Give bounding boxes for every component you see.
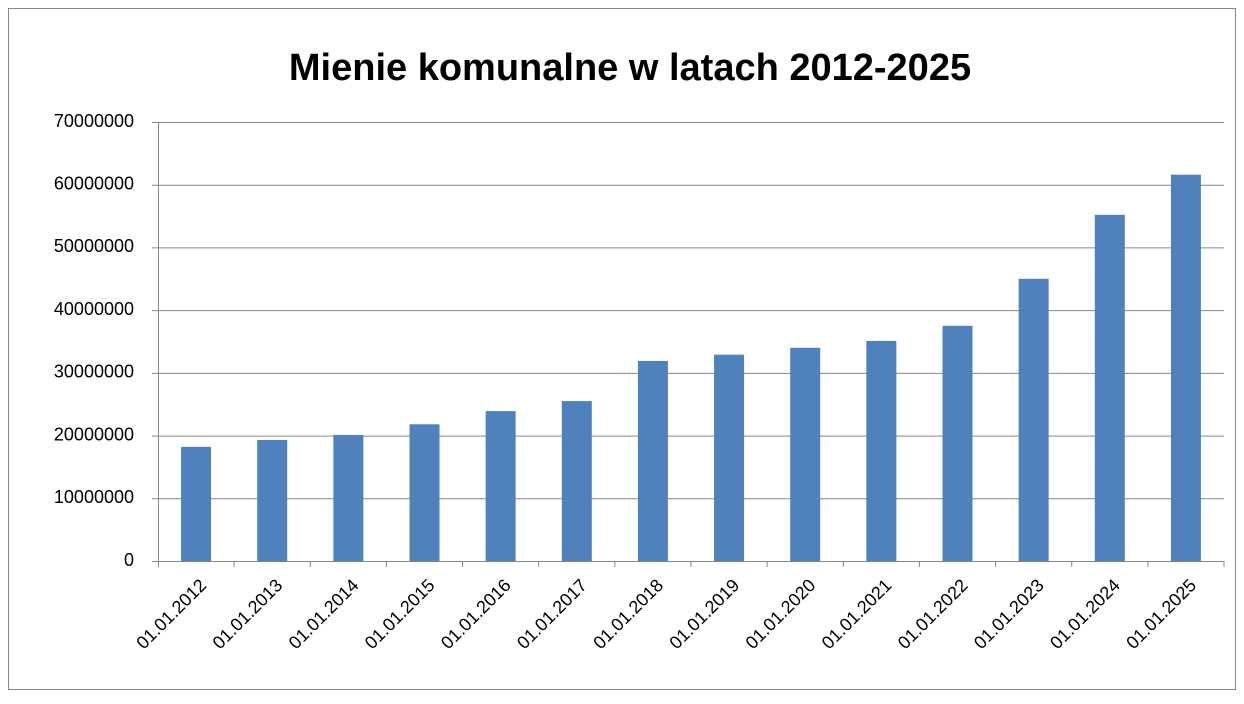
bar xyxy=(790,347,821,561)
bar xyxy=(714,354,745,561)
y-tick-label: 60000000 xyxy=(54,173,134,193)
y-tick-label: 10000000 xyxy=(54,487,134,507)
y-tick-label: 20000000 xyxy=(54,424,134,444)
y-tick-label: 30000000 xyxy=(54,362,134,382)
bar xyxy=(1170,174,1201,561)
bar xyxy=(1094,214,1125,561)
bar xyxy=(561,401,592,561)
bar xyxy=(1018,278,1049,561)
chart-title: Mienie komunalne w latach 2012-2025 xyxy=(289,47,971,89)
bar xyxy=(485,411,516,561)
y-tick-label: 40000000 xyxy=(54,299,134,319)
y-tick-label: 50000000 xyxy=(54,236,134,256)
y-tick-label: 0 xyxy=(124,550,134,570)
bar xyxy=(257,439,288,561)
bar xyxy=(409,424,440,561)
bar xyxy=(333,434,364,561)
bar xyxy=(181,446,212,561)
bar xyxy=(942,325,973,561)
bar xyxy=(637,360,668,561)
y-tick-label: 70000000 xyxy=(54,111,134,131)
bar xyxy=(866,340,897,561)
